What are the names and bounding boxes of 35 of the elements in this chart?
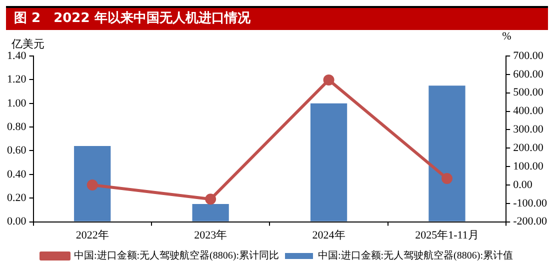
- bar: [74, 146, 111, 222]
- y2-tick-label: 100.00: [513, 160, 544, 172]
- x-tick-label: 2023年: [194, 229, 228, 242]
- chart-title: 图 2 2022 年以来中国无人机进口情况: [6, 6, 548, 30]
- y2-axis-title: %: [502, 30, 512, 42]
- y2-tick-label: 400.00: [513, 105, 544, 118]
- y-tick-label: 0.60: [7, 144, 27, 157]
- y2-tick-label: 700.00: [513, 50, 544, 62]
- y-tick-label: 0.40: [7, 168, 27, 180]
- y2-tick-label: -200.00: [513, 216, 548, 228]
- x-tick-label: 2025年1-11月: [415, 229, 479, 242]
- y2-tick-label: 200.00: [513, 142, 544, 154]
- y-tick-label: 0.00: [7, 216, 27, 228]
- y2-tick-label: 0.00: [513, 178, 533, 191]
- bar: [428, 86, 466, 222]
- y-axis-title: 亿美元: [10, 37, 44, 50]
- y-tick-label: 0.20: [7, 192, 27, 204]
- point: [86, 179, 98, 190]
- y2-tick-label: 300.00: [513, 124, 544, 136]
- x-tick-label: 2022年: [76, 229, 109, 242]
- y2-tick-label: -100.00: [513, 197, 548, 210]
- x-tick-label: 2024年: [312, 229, 346, 242]
- point: [205, 194, 216, 205]
- y-tick-label: 1.40: [7, 50, 27, 62]
- bar: [310, 103, 348, 222]
- legend-label: 中国:进口金额:无人驾驶航空器(8806):累计同比: [74, 250, 280, 262]
- y2-tick-label: 500.00: [513, 86, 544, 99]
- y-tick-label: 0.80: [7, 120, 27, 133]
- point: [323, 74, 334, 86]
- y2-tick-label: 600.00: [513, 68, 544, 80]
- y-tick-label: 1.20: [7, 74, 27, 86]
- bar: [192, 204, 229, 222]
- point: [441, 173, 452, 184]
- legend-label: 中国:进口金额:无人驾驶航空器(8806):累计值: [318, 250, 513, 262]
- y-tick-label: 1.00: [7, 97, 27, 110]
